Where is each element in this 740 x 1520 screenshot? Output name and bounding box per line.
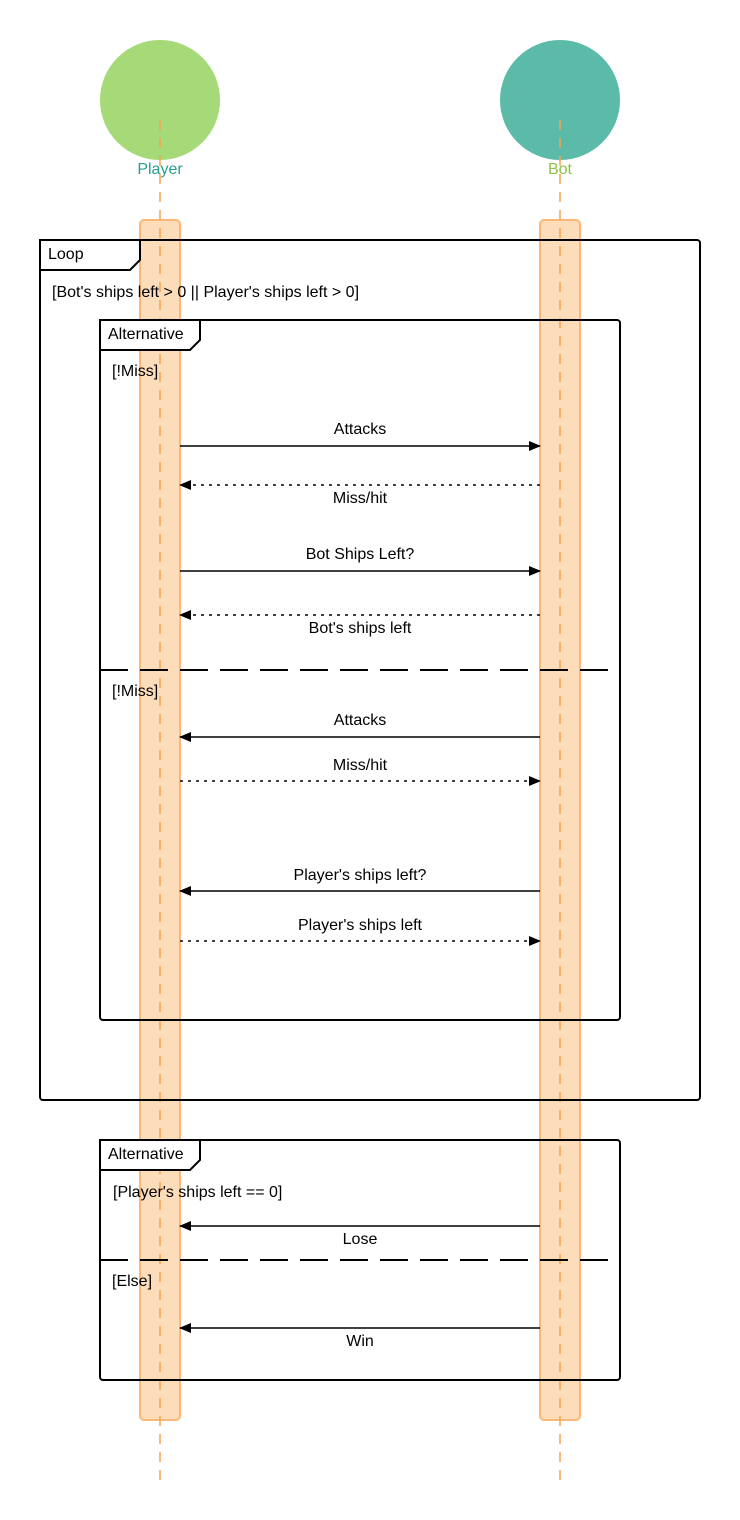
msg-win-label: Win (346, 1333, 374, 1350)
msg-players-ships-left-label: Player's ships left (298, 917, 423, 934)
msg-attacks-1-label: Attacks (334, 421, 386, 438)
msg-bot-ships-left-q-label: Bot Ships Left? (306, 546, 415, 563)
player-actor-label: Player (137, 161, 183, 178)
alt2-guard-2: [Else] (112, 1273, 152, 1290)
msg-bot-ships-left-label: Bot's ships left (309, 620, 412, 637)
bot-actor-label: Bot (548, 161, 573, 178)
alt2-guard-1: [Player's ships left == 0] (113, 1184, 282, 1201)
alt1-tag: Alternative (108, 326, 184, 343)
loop-frame (39, 239, 701, 1101)
msg-lose-label: Lose (343, 1231, 378, 1248)
msg-miss-hit-1-label: Miss/hit (333, 490, 388, 507)
player-actor-circle (100, 40, 220, 160)
alt2-tag-box (99, 1139, 201, 1171)
loop-tag: Loop (48, 246, 84, 263)
msg-players-ships-left-q-label: Player's ships left? (294, 867, 427, 884)
loop-guard: [Bot's ships left > 0 || Player's ships … (52, 284, 359, 301)
alt2-tag: Alternative (108, 1146, 184, 1163)
alt1-tag-box (99, 319, 201, 351)
loop-tag-box (39, 239, 141, 271)
bot-actor-circle (500, 40, 620, 160)
msg-attacks-2-label: Attacks (334, 712, 386, 729)
alt1-guard-2: [!Miss] (112, 683, 158, 700)
alt1-guard-1: [!Miss] (112, 363, 158, 380)
msg-miss-hit-2-label: Miss/hit (333, 757, 388, 774)
